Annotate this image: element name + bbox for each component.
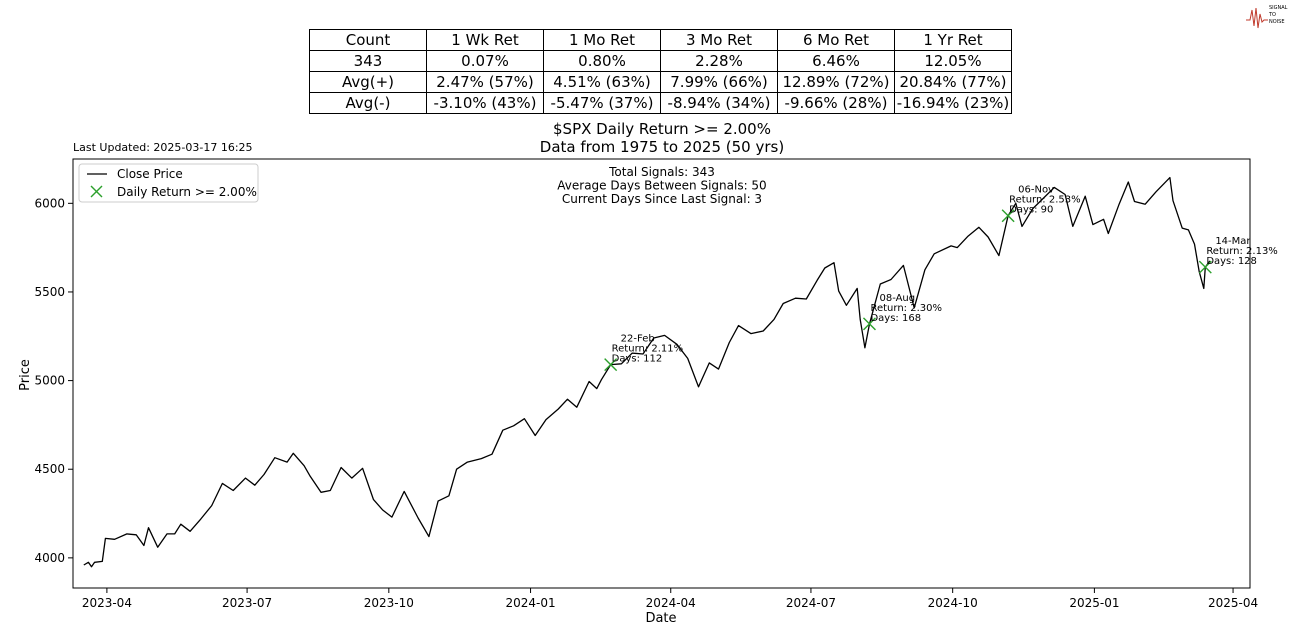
x-tick-label: 2025-01 — [1069, 596, 1119, 610]
legend-label-close-price: Close Price — [117, 167, 183, 181]
plot-frame — [72, 158, 1251, 589]
stats-table: Count 1 Wk Ret 1 Mo Ret 3 Mo Ret 6 Mo Ret 1 Y… — [309, 29, 1012, 114]
stats-cell: 4.51% (63%) — [543, 71, 661, 93]
y-tick-label: 6000 — [34, 196, 65, 210]
signal-return-label: Return: 2.11% — [612, 344, 684, 355]
stats-row: Avg(+) 2.47% (57%) 4.51% (63%) 7.99% (66%) 1… — [309, 71, 1012, 93]
x-tick-label: 2024-10 — [928, 596, 978, 610]
stats-text-line: Average Days Between Signals: 50 — [557, 179, 766, 193]
x-tick-label: 2023-07 — [222, 596, 272, 610]
x-tick-label: 2025-04 — [1208, 596, 1258, 610]
stats-cell: Avg(+) — [309, 71, 427, 93]
stats-cell: 2.28% — [660, 50, 778, 72]
last-updated-text: Last Updated: 2025-03-17 16:25 — [73, 141, 253, 154]
signal-marker — [1001, 209, 1015, 223]
x-tick-label: 2024-07 — [786, 596, 836, 610]
stats-table-body: Count 1 Wk Ret 1 Mo Ret 3 Mo Ret 6 Mo Ret 1 Y… — [309, 29, 1012, 114]
stats-text-line: Total Signals: 343 — [608, 165, 715, 179]
stats-cell: -16.94% (23%) — [894, 92, 1012, 114]
signal-days-label: Days: 168 — [870, 313, 921, 324]
signal-return-label: Return: 2.30% — [870, 303, 942, 314]
y-axis-label: Price — [18, 359, 33, 391]
x-tick-label: 2023-04 — [82, 596, 132, 610]
signal-days-label: Days: 112 — [612, 354, 663, 365]
stats-cell: Avg(-) — [309, 92, 427, 114]
legend-box — [78, 163, 259, 203]
signal-date-label: 06-Nov — [1018, 185, 1054, 196]
legend-signal-swatch-icon — [90, 185, 103, 198]
signal-marker — [1198, 260, 1212, 274]
legend: Close Price Daily Return >= 2.00% — [78, 163, 259, 203]
stats-cell: -8.94% (34%) — [660, 92, 778, 114]
y-tick-label: 4500 — [34, 462, 65, 476]
x-axis-label: Date — [645, 611, 676, 626]
stats-cell: 7.99% (66%) — [660, 71, 778, 93]
signal-marker — [604, 358, 618, 372]
close-price-line-group — [83, 176, 1211, 568]
x-tick-label: 2023-10 — [364, 596, 414, 610]
stats-cell: 12.89% (72%) — [777, 71, 895, 93]
chart-subtitle: Data from 1975 to 2025 (50 yrs) — [540, 138, 784, 156]
y-tick-label: 5500 — [34, 285, 65, 299]
legend-label-signal: Daily Return >= 2.00% — [117, 185, 257, 199]
signal-date-label: 14-Mar — [1215, 236, 1251, 247]
logo: SIGNAL TO NOISE — [1246, 5, 1288, 29]
stats-cell: -5.47% (37%) — [543, 92, 661, 114]
stats-cell: 1 Yr Ret — [894, 29, 1012, 51]
signal-days-label: Days: 90 — [1009, 205, 1053, 216]
stats-text-line: Current Days Since Last Signal: 3 — [562, 192, 762, 206]
logo-text-1: SIGNAL — [1269, 5, 1288, 11]
x-tick-label: 2024-01 — [505, 596, 555, 610]
signal-return-label: Return: 2.13% — [1206, 246, 1278, 257]
signal-marker — [862, 317, 876, 331]
stats-cell: -3.10% (43%) — [426, 92, 544, 114]
x-tick-label: 2024-04 — [646, 596, 696, 610]
y-tick-label: 4000 — [34, 551, 65, 565]
axis-ticks: 4000 4500 5000 5500 6000 2023-04 2023-07 2023-1… — [34, 196, 1258, 610]
signal-return-label: Return: 2.53% — [1009, 195, 1081, 206]
stats-row: Count 1 Wk Ret 1 Mo Ret 3 Mo Ret 6 Mo Ret 1 Y… — [309, 29, 1012, 51]
logo-text-2: TO — [1268, 12, 1276, 18]
stats-cell: 6 Mo Ret — [777, 29, 895, 51]
logo-waveform-icon — [1246, 7, 1268, 29]
stats-cell: 20.84% (77%) — [894, 71, 1012, 93]
stats-cell: 2.47% (57%) — [426, 71, 544, 93]
stats-row: Avg(-) -3.10% (43%) -5.47% (37%) -8.94% (34… — [309, 92, 1012, 114]
signal-date-label: 08-Aug — [879, 293, 915, 304]
y-tick-label: 5000 — [34, 374, 65, 388]
chart-title: $SPX Daily Return >= 2.00% — [553, 120, 771, 138]
signal-date-label: 22-Feb — [621, 334, 655, 345]
logo-text-3: NOISE — [1269, 19, 1284, 25]
signal-days-label: Days: 128 — [1206, 256, 1257, 267]
close-price-line — [83, 176, 1211, 568]
